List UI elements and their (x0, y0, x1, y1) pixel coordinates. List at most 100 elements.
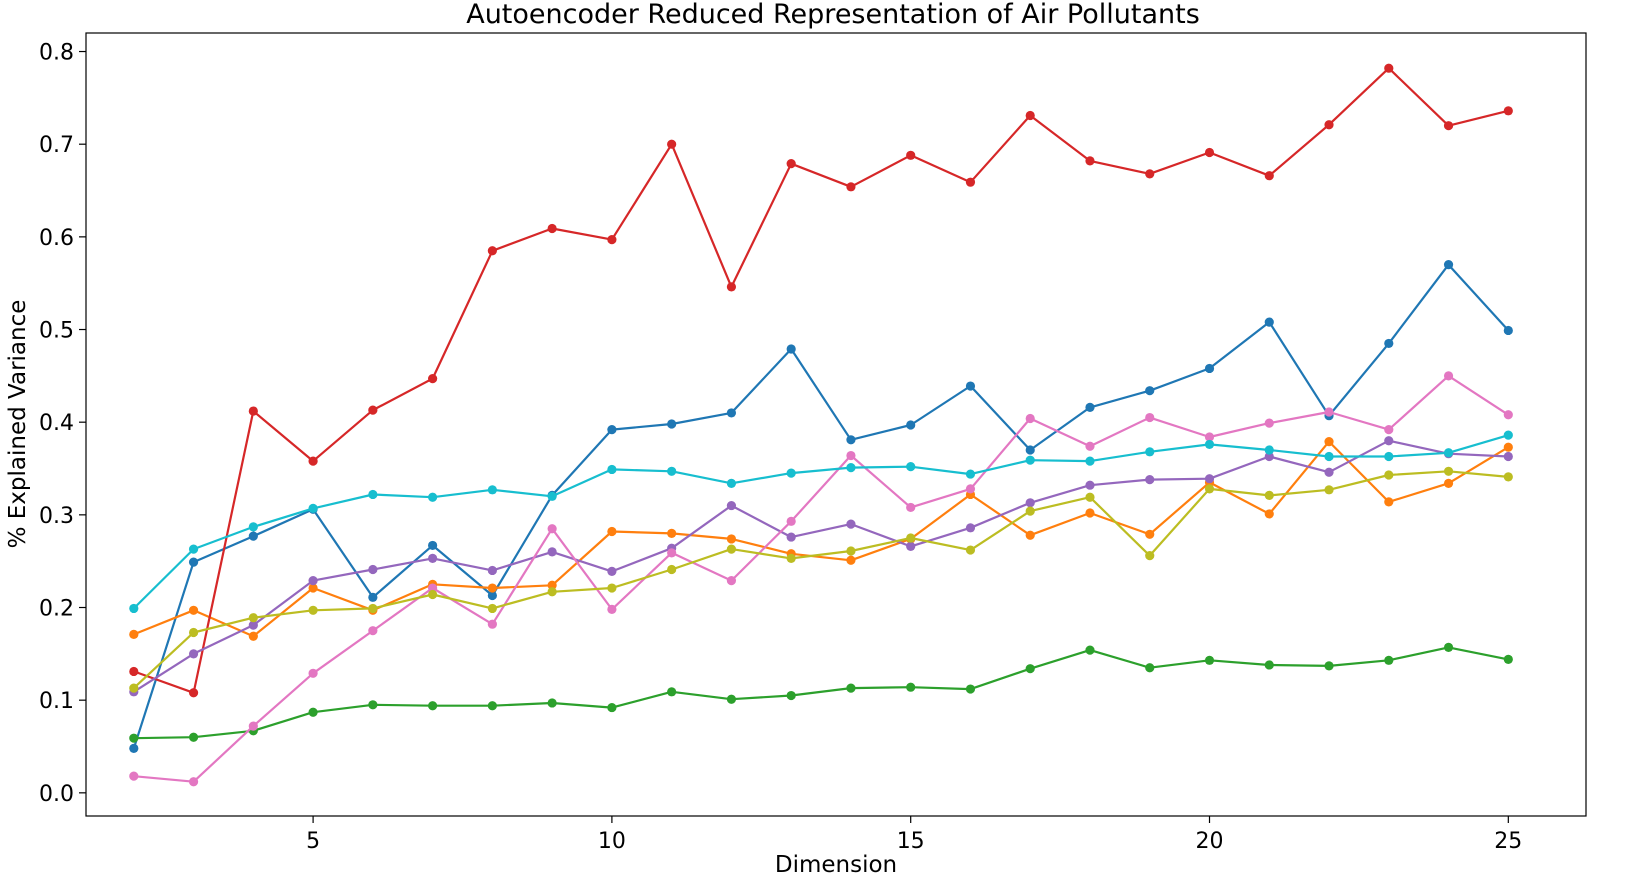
data-point (1264, 490, 1274, 500)
data-point (786, 344, 796, 354)
data-point (1085, 645, 1095, 655)
data-point (906, 502, 916, 513)
data-point (248, 406, 258, 416)
data-point (906, 420, 916, 430)
data-point (1204, 474, 1215, 484)
data-point (248, 522, 258, 532)
series-1 (129, 260, 1513, 753)
data-point (428, 701, 438, 711)
data-point (248, 620, 258, 630)
data-point (1145, 529, 1155, 539)
data-point (1503, 442, 1513, 452)
y-tick-label: 0.8 (39, 41, 74, 66)
data-point (1025, 445, 1035, 455)
data-point (786, 532, 796, 542)
data-point (965, 684, 976, 694)
data-point (1085, 441, 1095, 451)
data-point (487, 246, 497, 256)
data-point (547, 524, 557, 534)
data-point (1443, 448, 1454, 458)
data-point (1145, 447, 1155, 457)
data-point (1324, 451, 1334, 462)
data-point (547, 491, 557, 501)
data-point (1443, 642, 1454, 652)
data-point (308, 583, 318, 593)
data-point (428, 540, 438, 551)
data-point (368, 405, 378, 415)
data-point (248, 721, 258, 731)
data-point (308, 605, 318, 615)
data-point (1324, 467, 1334, 477)
data-point (368, 592, 378, 602)
plot-area (85, 32, 1587, 817)
data-point (547, 580, 557, 590)
data-point (1384, 451, 1394, 462)
data-point (248, 631, 258, 641)
y-tick-label: 0.2 (39, 597, 74, 622)
data-point (547, 698, 557, 708)
data-point (308, 456, 318, 466)
series-line (133, 646, 1509, 740)
data-point (846, 450, 856, 461)
data-point (1503, 451, 1513, 462)
series-4 (129, 63, 1513, 698)
data-point (726, 500, 737, 511)
series-line (133, 440, 1509, 638)
data-point (965, 545, 976, 555)
data-point (248, 613, 258, 623)
data-point (1204, 439, 1215, 450)
data-point (846, 182, 856, 192)
data-point (428, 553, 438, 563)
data-point (1145, 475, 1155, 485)
data-point (846, 546, 856, 556)
y-tick-label: 0.7 (39, 133, 74, 158)
data-point (1264, 445, 1274, 455)
y-tick-label: 0.3 (39, 504, 74, 529)
data-point (428, 374, 438, 384)
data-point (1145, 169, 1155, 179)
data-point (547, 547, 557, 557)
data-point (1384, 655, 1394, 665)
data-point (846, 435, 856, 445)
x-tick-label: 5 (306, 829, 320, 854)
data-point (786, 468, 796, 478)
data-point (1025, 110, 1035, 121)
data-point (906, 541, 916, 551)
series-line (133, 434, 1509, 610)
data-point (1204, 484, 1215, 494)
data-point (607, 235, 617, 245)
data-point (308, 576, 318, 586)
data-point (906, 150, 916, 160)
data-point (368, 489, 378, 500)
data-point (607, 464, 617, 475)
data-point (726, 534, 737, 544)
data-point (726, 694, 737, 704)
y-axis-label: % Explained Variance (5, 300, 31, 549)
data-point (1085, 402, 1095, 412)
data-point (129, 743, 139, 753)
series-6 (129, 371, 1513, 787)
data-point (1264, 418, 1274, 428)
y-tick-label: 0.0 (39, 782, 74, 807)
data-point (487, 583, 497, 593)
data-point (1324, 661, 1334, 671)
data-point (308, 668, 318, 678)
data-point (667, 548, 677, 558)
data-point (667, 687, 677, 697)
data-point (846, 519, 856, 529)
data-point (487, 701, 497, 711)
data-point (487, 590, 497, 601)
data-point (906, 462, 916, 472)
data-point (667, 419, 677, 429)
series-line (133, 374, 1509, 783)
data-point (487, 603, 497, 614)
data-point (188, 649, 199, 659)
data-point (1503, 410, 1513, 420)
data-point (547, 223, 557, 234)
series-line (132, 263, 1510, 749)
series-line (133, 470, 1509, 689)
series-8 (129, 430, 1513, 614)
data-point (1384, 63, 1394, 73)
x-axis-label: Dimension (775, 852, 897, 875)
data-point (308, 503, 318, 513)
